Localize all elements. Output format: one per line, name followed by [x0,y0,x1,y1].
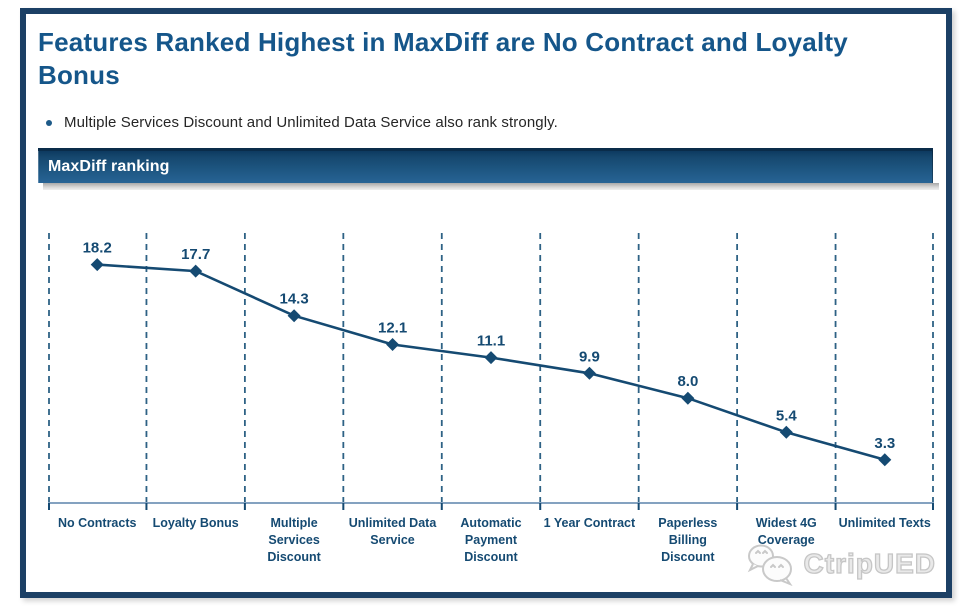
data-point-marker [779,425,793,439]
data-point-label: 18.2 [83,240,112,257]
category-label: Unlimited Data Service [348,516,437,547]
data-point-label: 9.9 [579,348,600,365]
category-label: Widest 4G Coverage [755,516,817,547]
data-point-marker [189,264,203,278]
category-label: Multiple Services Discount [267,516,321,564]
category-label: No Contracts [57,516,137,530]
data-point-label: 8.0 [677,373,698,390]
data-point-marker [287,309,301,323]
category-label: Automatic Payment Discount [460,516,522,564]
category-label: Loyalty Bonus [152,516,239,530]
slide-frame: Features Ranked Highest in MaxDiff are N… [20,8,952,598]
section-banner-label: MaxDiff ranking [48,158,170,175]
category-label: Unlimited Texts [838,516,931,530]
data-point-label: 12.1 [378,320,407,337]
maxdiff-line-chart: 18.2 17.7 14.3 12.1 11.1 9.9 8.0 5.4 3.3 [48,233,934,511]
slide-title: Features Ranked Highest in MaxDiff are N… [38,27,848,90]
data-point-marker [681,391,695,405]
data-point-label: 5.4 [776,407,798,424]
data-point-label: 14.3 [279,291,308,308]
data-point-label: 17.7 [181,246,210,263]
data-point-marker [582,366,596,380]
data-point-label: 3.3 [874,435,895,452]
data-point-marker [878,453,892,467]
watermark-text: CtripUED [803,547,936,579]
watermark: CtripUED [746,542,936,586]
bullet-text: Multiple Services Discount and Unlimited… [64,114,558,131]
data-point-marker [484,351,498,365]
chart-canvas: 18.2 17.7 14.3 12.1 11.1 9.9 8.0 5.4 3.3 [48,233,934,510]
category-label: Paperless Billing Discount [658,516,718,564]
data-point-marker [386,338,400,351]
section-banner: MaxDiff ranking [38,148,939,190]
data-point-marker [90,258,104,272]
category-label: 1 Year Contract [543,516,636,530]
bullet-dot-icon [46,119,52,126]
x-axis-category-labels: No Contracts Loyalty Bonus Multiple Servic… [48,515,934,566]
data-point-label: 11.1 [477,333,505,350]
chat-bubbles-icon [747,544,793,586]
bullet-item: Multiple Services Discount and Unlimited… [40,114,558,131]
